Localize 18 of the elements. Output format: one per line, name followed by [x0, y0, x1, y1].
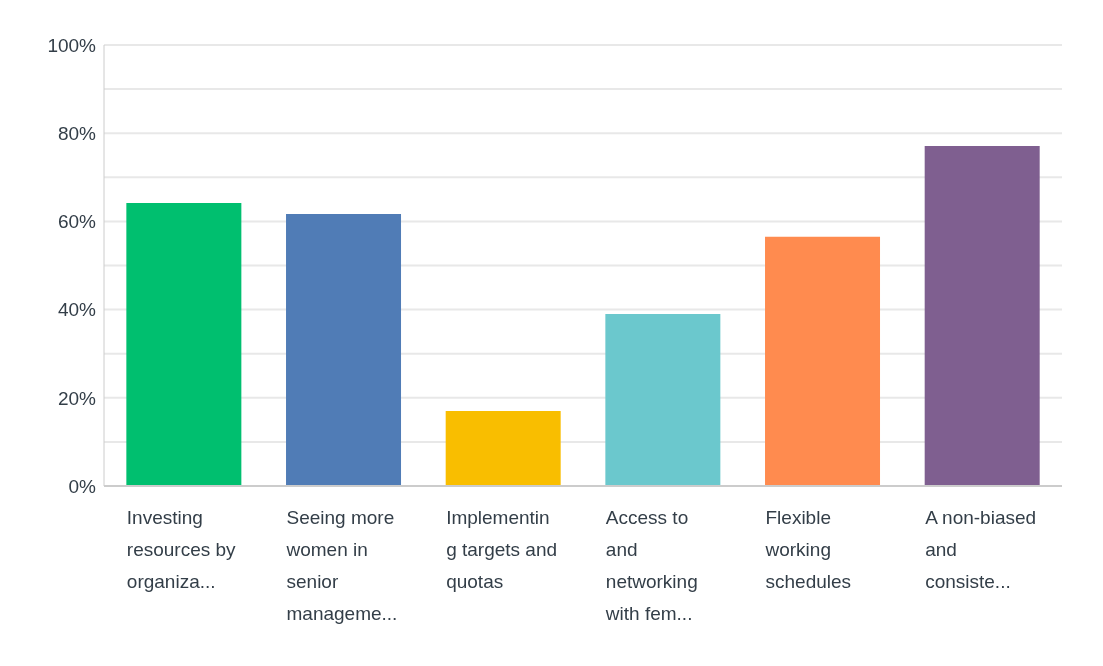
bar: [445, 411, 561, 486]
y-tick-label: 60%: [57, 211, 97, 233]
x-tick-label: Seeing more women in senior manageme...: [285, 507, 398, 624]
y-tick-label: 40%: [57, 299, 97, 321]
y-tick-label: 20%: [57, 387, 97, 409]
bar: [924, 145, 1040, 486]
x-tick-label: Flexible working schedules: [764, 507, 852, 592]
bar: [605, 314, 721, 486]
bar: [765, 236, 881, 486]
y-tick-label: 100%: [47, 34, 97, 56]
y-tick-label: 80%: [57, 122, 97, 144]
bar: [126, 202, 242, 486]
y-tick-label: 0%: [68, 475, 97, 497]
x-tick-label: Access to and networking with fem...: [604, 507, 698, 624]
bar: [286, 213, 402, 486]
x-tick-label: A non-biased and consiste...: [925, 507, 1037, 592]
x-tick-label: Implementing targets and quotas: [446, 507, 558, 592]
x-tick-label: Investing resources by organiza...: [126, 507, 237, 592]
